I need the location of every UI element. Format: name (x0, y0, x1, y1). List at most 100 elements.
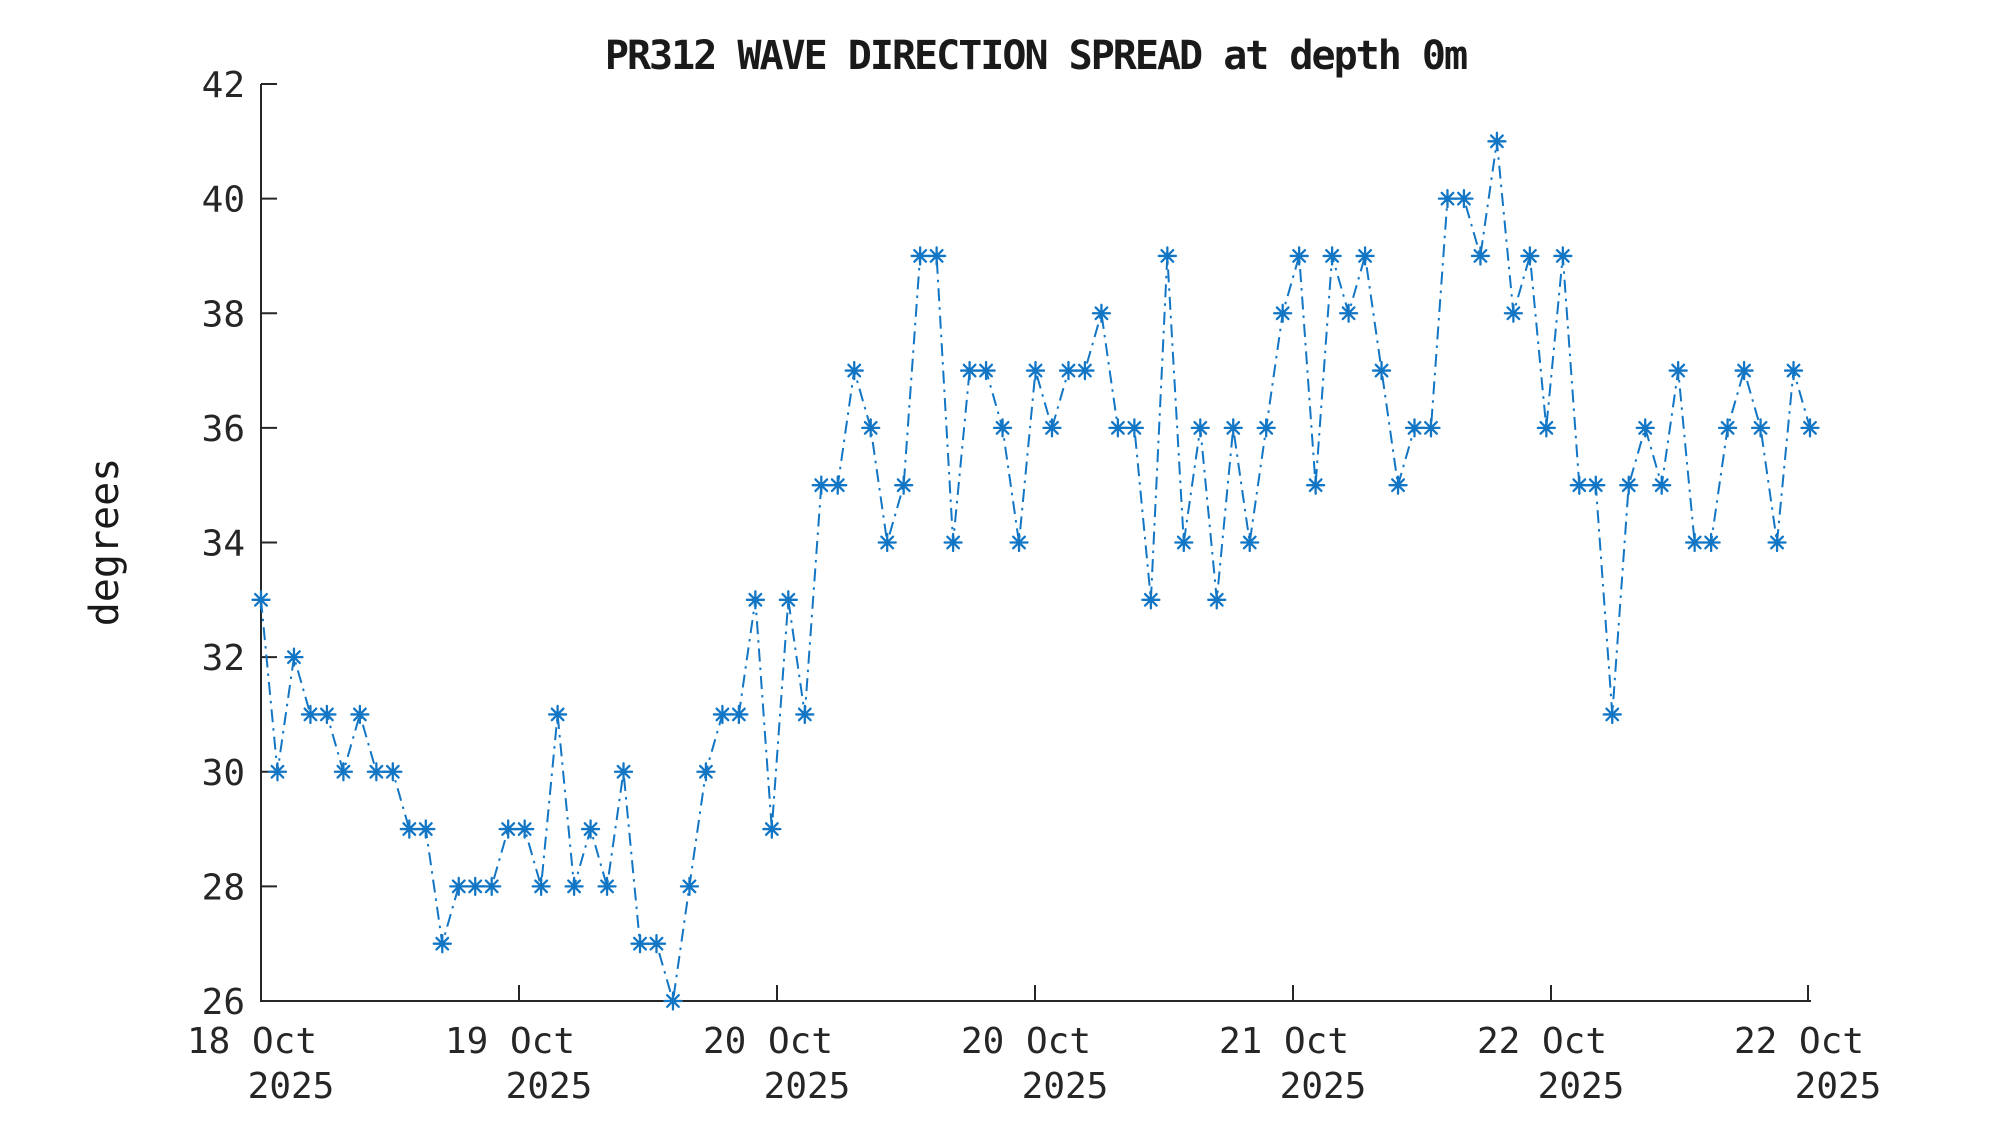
data-point-marker (926, 246, 947, 266)
data-point-marker (1075, 360, 1095, 381)
y-tick-label: 36 (202, 409, 245, 450)
data-point-marker (449, 876, 469, 897)
data-point-marker (630, 934, 650, 954)
data-point-marker (1487, 131, 1507, 151)
data-point-marker (1454, 188, 1474, 209)
data-point-marker (1289, 246, 1309, 266)
data-point-marker (1042, 418, 1062, 438)
data-point-marker (1404, 418, 1425, 438)
data-point-marker (333, 762, 354, 782)
data-point-marker (1190, 418, 1210, 438)
data-point-marker (712, 704, 733, 725)
data-point-marker (745, 590, 766, 610)
data-point-marker (894, 475, 914, 495)
data-point-marker (1750, 418, 1771, 438)
data-point-marker (679, 876, 700, 897)
y-tick-label: 26 (202, 982, 245, 1023)
data-point-marker (1371, 360, 1392, 381)
y-tick-label: 28 (202, 867, 245, 908)
data-point-marker (399, 819, 419, 839)
data-point-marker (1701, 532, 1721, 553)
data-point-marker (1355, 246, 1375, 266)
data-point-marker (910, 246, 930, 266)
chart-title: PR312 WAVE DIRECTION SPREAD at depth 0m (604, 33, 1468, 79)
x-tick-label-year: 2025 (248, 1066, 335, 1107)
data-point-marker (284, 647, 304, 667)
y-tick-label: 30 (202, 753, 245, 794)
data-point-marker (465, 876, 485, 897)
data-point-marker (778, 590, 798, 610)
x-tick-label-day: 20 Oct (703, 1021, 833, 1062)
data-point-marker (1684, 532, 1705, 553)
data-point-marker (992, 418, 1013, 438)
data-point-marker (416, 819, 436, 839)
data-point-marker (1586, 475, 1606, 495)
data-point-marker (1470, 246, 1491, 266)
data-point-marker (300, 704, 321, 725)
data-point-marker (547, 704, 568, 725)
data-point-marker (1273, 303, 1293, 323)
data-point-marker (366, 762, 387, 782)
x-tick-label-year: 2025 (1795, 1066, 1882, 1107)
data-point-marker (317, 704, 337, 725)
data-point-marker (1652, 475, 1672, 495)
data-point-marker (811, 475, 831, 495)
data-point-marker (267, 762, 288, 782)
data-point-marker (1800, 418, 1820, 438)
y-tick-label: 40 (202, 180, 245, 221)
data-point-marker (383, 762, 403, 782)
x-tick-label-year: 2025 (1280, 1066, 1367, 1107)
data-point-marker (1388, 475, 1408, 495)
y-tick-label: 32 (202, 638, 245, 679)
data-point-marker (828, 475, 848, 495)
data-point-marker (1668, 360, 1688, 381)
data-point-marker (1717, 418, 1738, 438)
x-tick-label-day: 18 Oct (187, 1021, 317, 1062)
data-point-marker (1437, 188, 1458, 209)
data-point-marker (976, 360, 996, 381)
data-line (260, 141, 1811, 1002)
data-point-marker (1619, 475, 1639, 495)
data-point-marker (1536, 418, 1556, 438)
data-point-marker (1223, 418, 1243, 438)
x-tick-label-year: 2025 (1022, 1066, 1109, 1107)
data-point-marker (498, 819, 518, 839)
x-tick-label-day: 21 Oct (1219, 1021, 1349, 1062)
data-point-marker (1338, 303, 1359, 323)
data-point-marker (1569, 475, 1589, 495)
data-point-marker (1503, 303, 1524, 323)
data-point-marker (729, 704, 749, 725)
data-point-marker (1141, 590, 1161, 610)
data-point-marker (943, 532, 963, 553)
x-tick-label-day: 22 Oct (1477, 1021, 1607, 1062)
data-point-marker (251, 590, 271, 610)
data-point-marker (1256, 418, 1276, 438)
data-point-marker (959, 360, 980, 381)
data-point-marker (1025, 360, 1046, 381)
data-point-marker (1635, 418, 1655, 438)
data-point-marker (1207, 590, 1227, 610)
data-point-marker (1767, 532, 1787, 553)
x-tick-label-day: 20 Oct (961, 1021, 1091, 1062)
data-point-marker (1124, 418, 1145, 438)
data-point-marker (1305, 475, 1326, 495)
data-point-marker (580, 819, 601, 839)
data-point-marker (597, 876, 617, 897)
data-point-marker (432, 934, 452, 954)
y-tick-label: 38 (202, 294, 245, 335)
data-point-marker (1240, 532, 1260, 553)
data-point-marker (646, 934, 667, 954)
x-tick-label-day: 19 Oct (445, 1021, 575, 1062)
data-point-marker (1421, 418, 1441, 438)
data-point-marker (844, 360, 864, 381)
data-point-marker (1783, 360, 1804, 381)
data-point-marker (1602, 704, 1622, 725)
data-point-marker (515, 819, 535, 839)
x-tick-label-year: 2025 (506, 1066, 593, 1107)
data-point-marker (1058, 360, 1079, 381)
data-point-marker (1520, 246, 1540, 266)
x-tick-label-year: 2025 (764, 1066, 851, 1107)
data-point-marker (1091, 303, 1112, 323)
